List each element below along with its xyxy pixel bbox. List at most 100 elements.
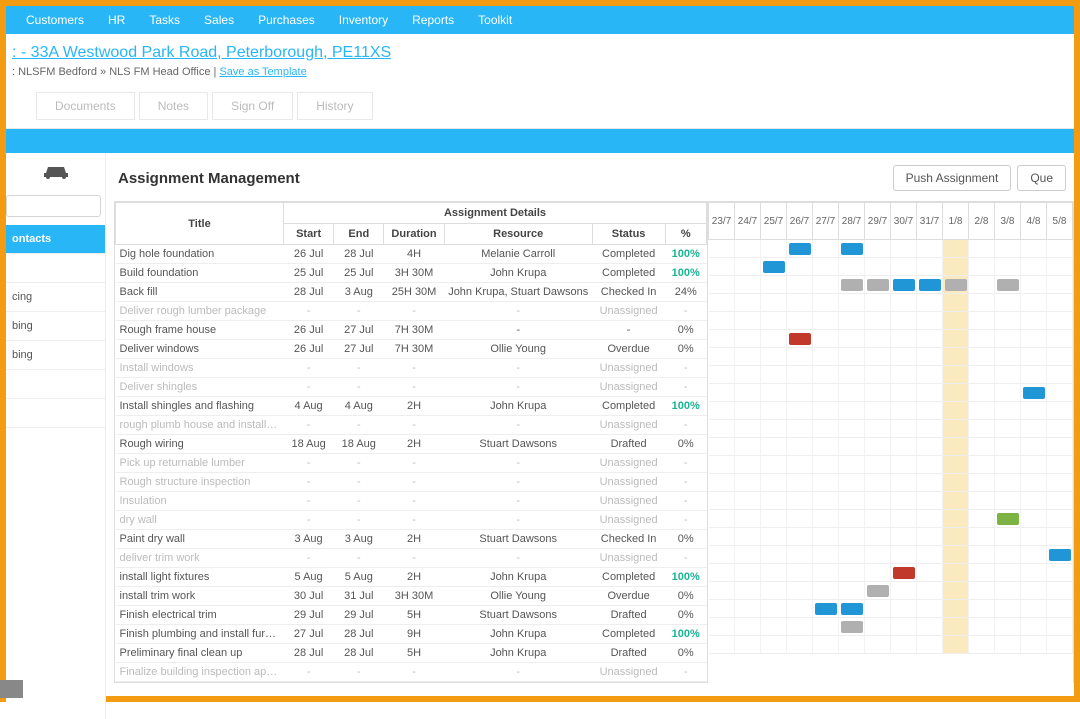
gantt-cell[interactable] <box>1047 366 1073 384</box>
gantt-cell[interactable] <box>943 348 969 366</box>
gantt-cell[interactable] <box>709 474 735 492</box>
gantt-cell[interactable] <box>813 294 839 312</box>
gantt-cell[interactable] <box>943 510 969 528</box>
gantt-cell[interactable] <box>917 294 943 312</box>
gantt-cell[interactable] <box>943 276 969 294</box>
gantt-cell[interactable] <box>839 276 865 294</box>
gantt-cell[interactable] <box>761 366 787 384</box>
gantt-cell[interactable] <box>1021 258 1047 276</box>
gantt-cell[interactable] <box>735 510 761 528</box>
gantt-bar[interactable] <box>841 621 863 633</box>
gantt-cell[interactable] <box>943 240 969 258</box>
gantt-cell[interactable] <box>969 312 995 330</box>
gantt-cell[interactable] <box>1047 348 1073 366</box>
gantt-cell[interactable] <box>1047 330 1073 348</box>
gantt-cell[interactable] <box>995 510 1021 528</box>
gantt-cell[interactable] <box>1021 636 1047 654</box>
gantt-cell[interactable] <box>735 546 761 564</box>
gantt-cell[interactable] <box>813 438 839 456</box>
gantt-cell[interactable] <box>813 366 839 384</box>
gantt-cell[interactable] <box>943 564 969 582</box>
gantt-cell[interactable] <box>813 420 839 438</box>
gantt-cell[interactable] <box>839 348 865 366</box>
gantt-cell[interactable] <box>761 474 787 492</box>
gantt-bar[interactable] <box>867 585 889 597</box>
gantt-cell[interactable] <box>813 492 839 510</box>
gantt-bar[interactable] <box>919 279 941 291</box>
gantt-cell[interactable] <box>839 636 865 654</box>
gantt-cell[interactable] <box>969 438 995 456</box>
gantt-cell[interactable] <box>969 636 995 654</box>
table-row[interactable]: Finish electrical trim29 Jul29 Jul5HStua… <box>116 606 707 625</box>
sidebar-item-2[interactable]: cing <box>6 283 105 312</box>
gantt-cell[interactable] <box>1021 312 1047 330</box>
gantt-cell[interactable] <box>865 258 891 276</box>
gantt-cell[interactable] <box>969 276 995 294</box>
gantt-cell[interactable] <box>1047 240 1073 258</box>
gantt-cell[interactable] <box>735 438 761 456</box>
gantt-cell[interactable] <box>761 258 787 276</box>
gantt-cell[interactable] <box>917 420 943 438</box>
gantt-cell[interactable] <box>787 348 813 366</box>
gantt-cell[interactable] <box>839 402 865 420</box>
gantt-cell[interactable] <box>995 546 1021 564</box>
gantt-bar[interactable] <box>763 261 785 273</box>
table-row[interactable]: Finalize building inspection approva----… <box>116 663 707 682</box>
gantt-cell[interactable] <box>839 384 865 402</box>
gantt-cell[interactable] <box>1047 420 1073 438</box>
gantt-cell[interactable] <box>865 312 891 330</box>
gantt-cell[interactable] <box>735 492 761 510</box>
nav-reports[interactable]: Reports <box>400 13 466 27</box>
gantt-cell[interactable] <box>995 240 1021 258</box>
gantt-cell[interactable] <box>735 582 761 600</box>
gantt-cell[interactable] <box>865 618 891 636</box>
gantt-cell[interactable] <box>787 636 813 654</box>
gantt-cell[interactable] <box>891 456 917 474</box>
gantt-cell[interactable] <box>891 402 917 420</box>
gantt-cell[interactable] <box>891 240 917 258</box>
gantt-cell[interactable] <box>735 384 761 402</box>
search-input[interactable] <box>6 195 101 217</box>
gantt-cell[interactable] <box>761 420 787 438</box>
gantt-cell[interactable] <box>761 600 787 618</box>
gantt-cell[interactable] <box>917 348 943 366</box>
gantt-cell[interactable] <box>787 618 813 636</box>
gantt-cell[interactable] <box>709 510 735 528</box>
gantt-cell[interactable] <box>839 474 865 492</box>
gantt-bar[interactable] <box>1049 549 1071 561</box>
gantt-cell[interactable] <box>865 564 891 582</box>
gantt-cell[interactable] <box>735 276 761 294</box>
gantt-cell[interactable] <box>787 582 813 600</box>
gantt-cell[interactable] <box>761 456 787 474</box>
gantt-cell[interactable] <box>709 492 735 510</box>
gantt-cell[interactable] <box>787 402 813 420</box>
gantt-cell[interactable] <box>969 600 995 618</box>
gantt-cell[interactable] <box>787 600 813 618</box>
gantt-cell[interactable] <box>839 510 865 528</box>
gantt-cell[interactable] <box>891 618 917 636</box>
gantt-cell[interactable] <box>891 312 917 330</box>
gantt-cell[interactable] <box>917 528 943 546</box>
sidebar-item-3[interactable]: bing <box>6 312 105 341</box>
gantt-cell[interactable] <box>917 438 943 456</box>
gantt-cell[interactable] <box>969 366 995 384</box>
gantt-cell[interactable] <box>709 240 735 258</box>
gantt-bar[interactable] <box>867 279 889 291</box>
tab-sign-off[interactable]: Sign Off <box>212 92 293 120</box>
gantt-bar[interactable] <box>841 279 863 291</box>
gantt-cell[interactable] <box>839 564 865 582</box>
gantt-cell[interactable] <box>709 546 735 564</box>
table-row[interactable]: Finish plumbing and install furnace27 Ju… <box>116 625 707 644</box>
gantt-cell[interactable] <box>761 492 787 510</box>
gantt-cell[interactable] <box>709 294 735 312</box>
gantt-bar[interactable] <box>997 513 1019 525</box>
gantt-cell[interactable] <box>813 348 839 366</box>
gantt-cell[interactable] <box>709 312 735 330</box>
gantt-cell[interactable] <box>969 618 995 636</box>
gantt-cell[interactable] <box>1021 582 1047 600</box>
table-row[interactable]: Dig hole foundation26 Jul28 Jul4HMelanie… <box>116 245 707 264</box>
gantt-cell[interactable] <box>1047 276 1073 294</box>
gantt-cell[interactable] <box>995 528 1021 546</box>
gantt-cell[interactable] <box>969 384 995 402</box>
gantt-cell[interactable] <box>839 546 865 564</box>
